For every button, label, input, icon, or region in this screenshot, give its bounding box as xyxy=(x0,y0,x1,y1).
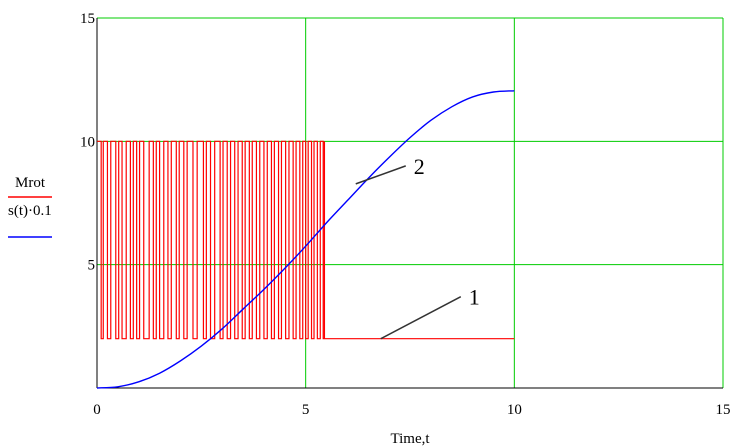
series-mrot-line xyxy=(97,140,515,340)
y-tick-label: 5 xyxy=(88,258,96,274)
annotation-line-1 xyxy=(380,296,462,340)
annotation-label-2: 2 xyxy=(414,154,425,179)
annotation-label-1: 1 xyxy=(469,285,480,310)
labels: Time,t Mrot s(t)·0.1 2 1 xyxy=(8,154,480,447)
x-tick-label: 5 xyxy=(302,402,310,418)
series-s-line xyxy=(96,90,515,389)
grid xyxy=(97,17,724,388)
axes: 0 5 10 15 5 10 15 xyxy=(80,11,731,418)
series xyxy=(96,90,515,389)
x-tick-label: 15 xyxy=(716,402,731,418)
y-tick-label: 15 xyxy=(80,11,95,27)
annotation-line-2 xyxy=(355,165,407,185)
legend-label-mrot: Mrot xyxy=(15,175,46,191)
x-tick-label: 10 xyxy=(507,402,522,418)
x-tick-label: 0 xyxy=(93,402,101,418)
y-tick-label: 10 xyxy=(80,134,95,150)
legend-label-s: s(t)·0.1 xyxy=(8,203,52,219)
x-axis-label: Time,t xyxy=(390,431,430,447)
